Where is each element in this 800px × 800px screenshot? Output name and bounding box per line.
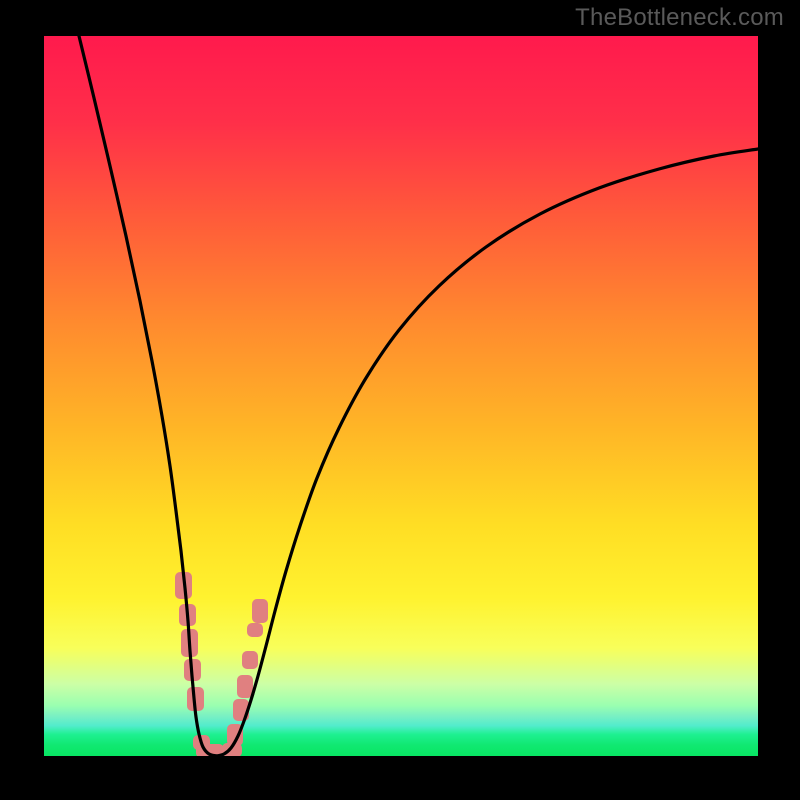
curve-marker (242, 651, 258, 669)
figure-root: TheBottleneck.com (0, 0, 800, 800)
chart-overlay (0, 0, 800, 800)
curve-marker (247, 623, 263, 637)
curve-marker (237, 675, 253, 698)
curve-marker (252, 599, 268, 623)
bottleneck-curve-right (217, 149, 758, 756)
